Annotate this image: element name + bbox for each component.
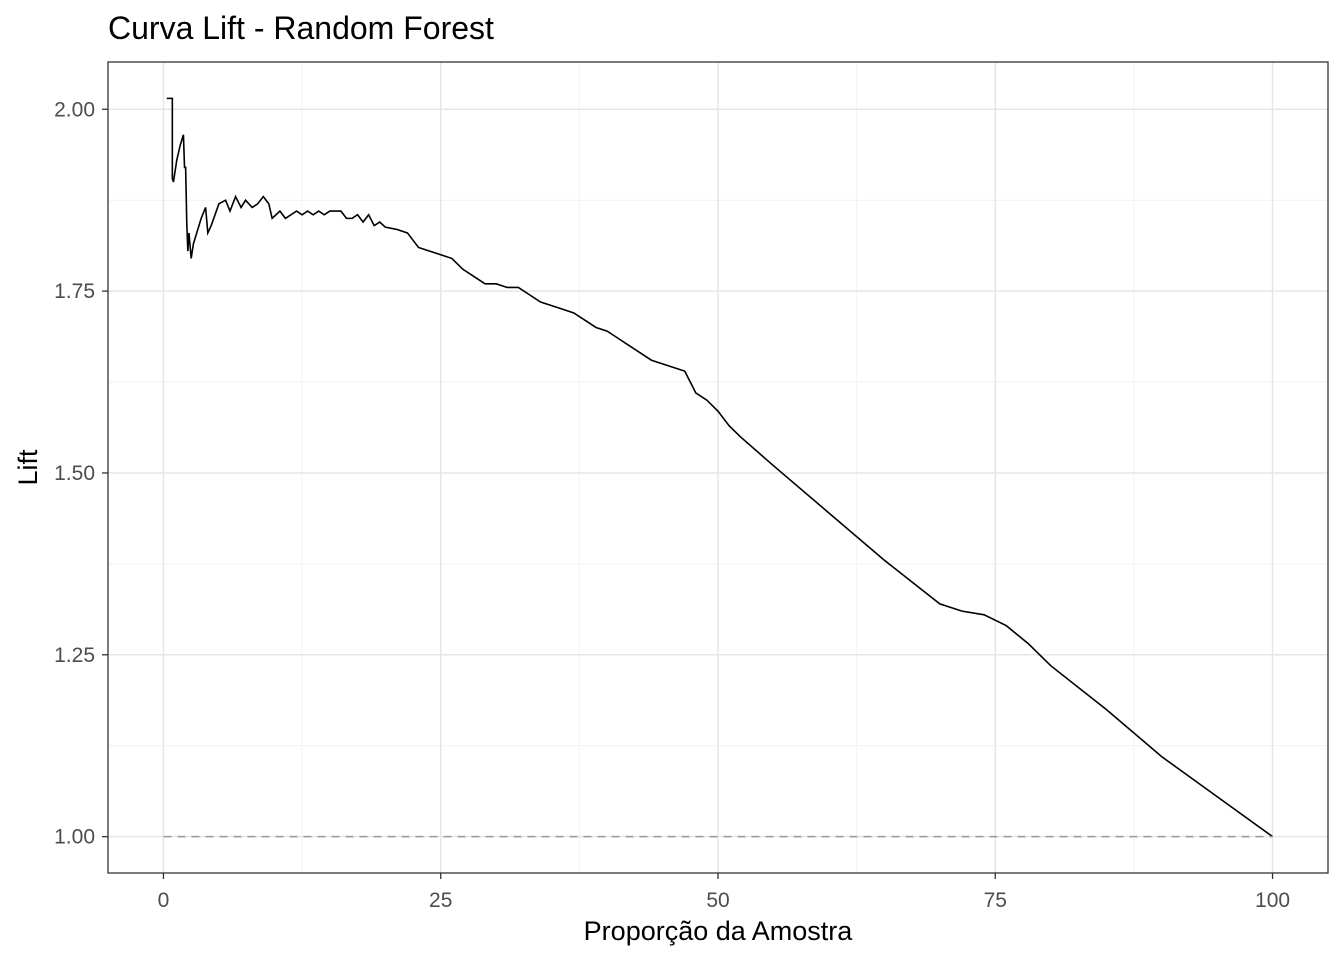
y-tick-label: 1.00 xyxy=(54,826,95,849)
x-tick-label: 75 xyxy=(984,889,1007,912)
y-tick-label: 2.00 xyxy=(54,98,95,121)
y-tick-label: 1.25 xyxy=(54,644,95,667)
x-tick-label: 100 xyxy=(1255,889,1290,912)
x-tick-label: 50 xyxy=(706,889,729,912)
y-tick-label: 1.75 xyxy=(54,280,95,303)
y-tick-label: 1.50 xyxy=(54,462,95,485)
chart-title: Curva Lift - Random Forest xyxy=(108,10,494,46)
x-axis-label: Proporção da Amostra xyxy=(584,916,854,946)
axes: 0 25 50 75 100 1.00 1.25 1.50 1.75 2.00 xyxy=(54,98,1290,912)
grid-lines xyxy=(108,62,1328,873)
x-tick-label: 25 xyxy=(429,889,452,912)
lift-curve-line xyxy=(166,97,1274,838)
series-layer xyxy=(163,97,1274,838)
y-axis-label: Lift xyxy=(13,449,43,486)
x-tick-label: 0 xyxy=(158,889,170,912)
